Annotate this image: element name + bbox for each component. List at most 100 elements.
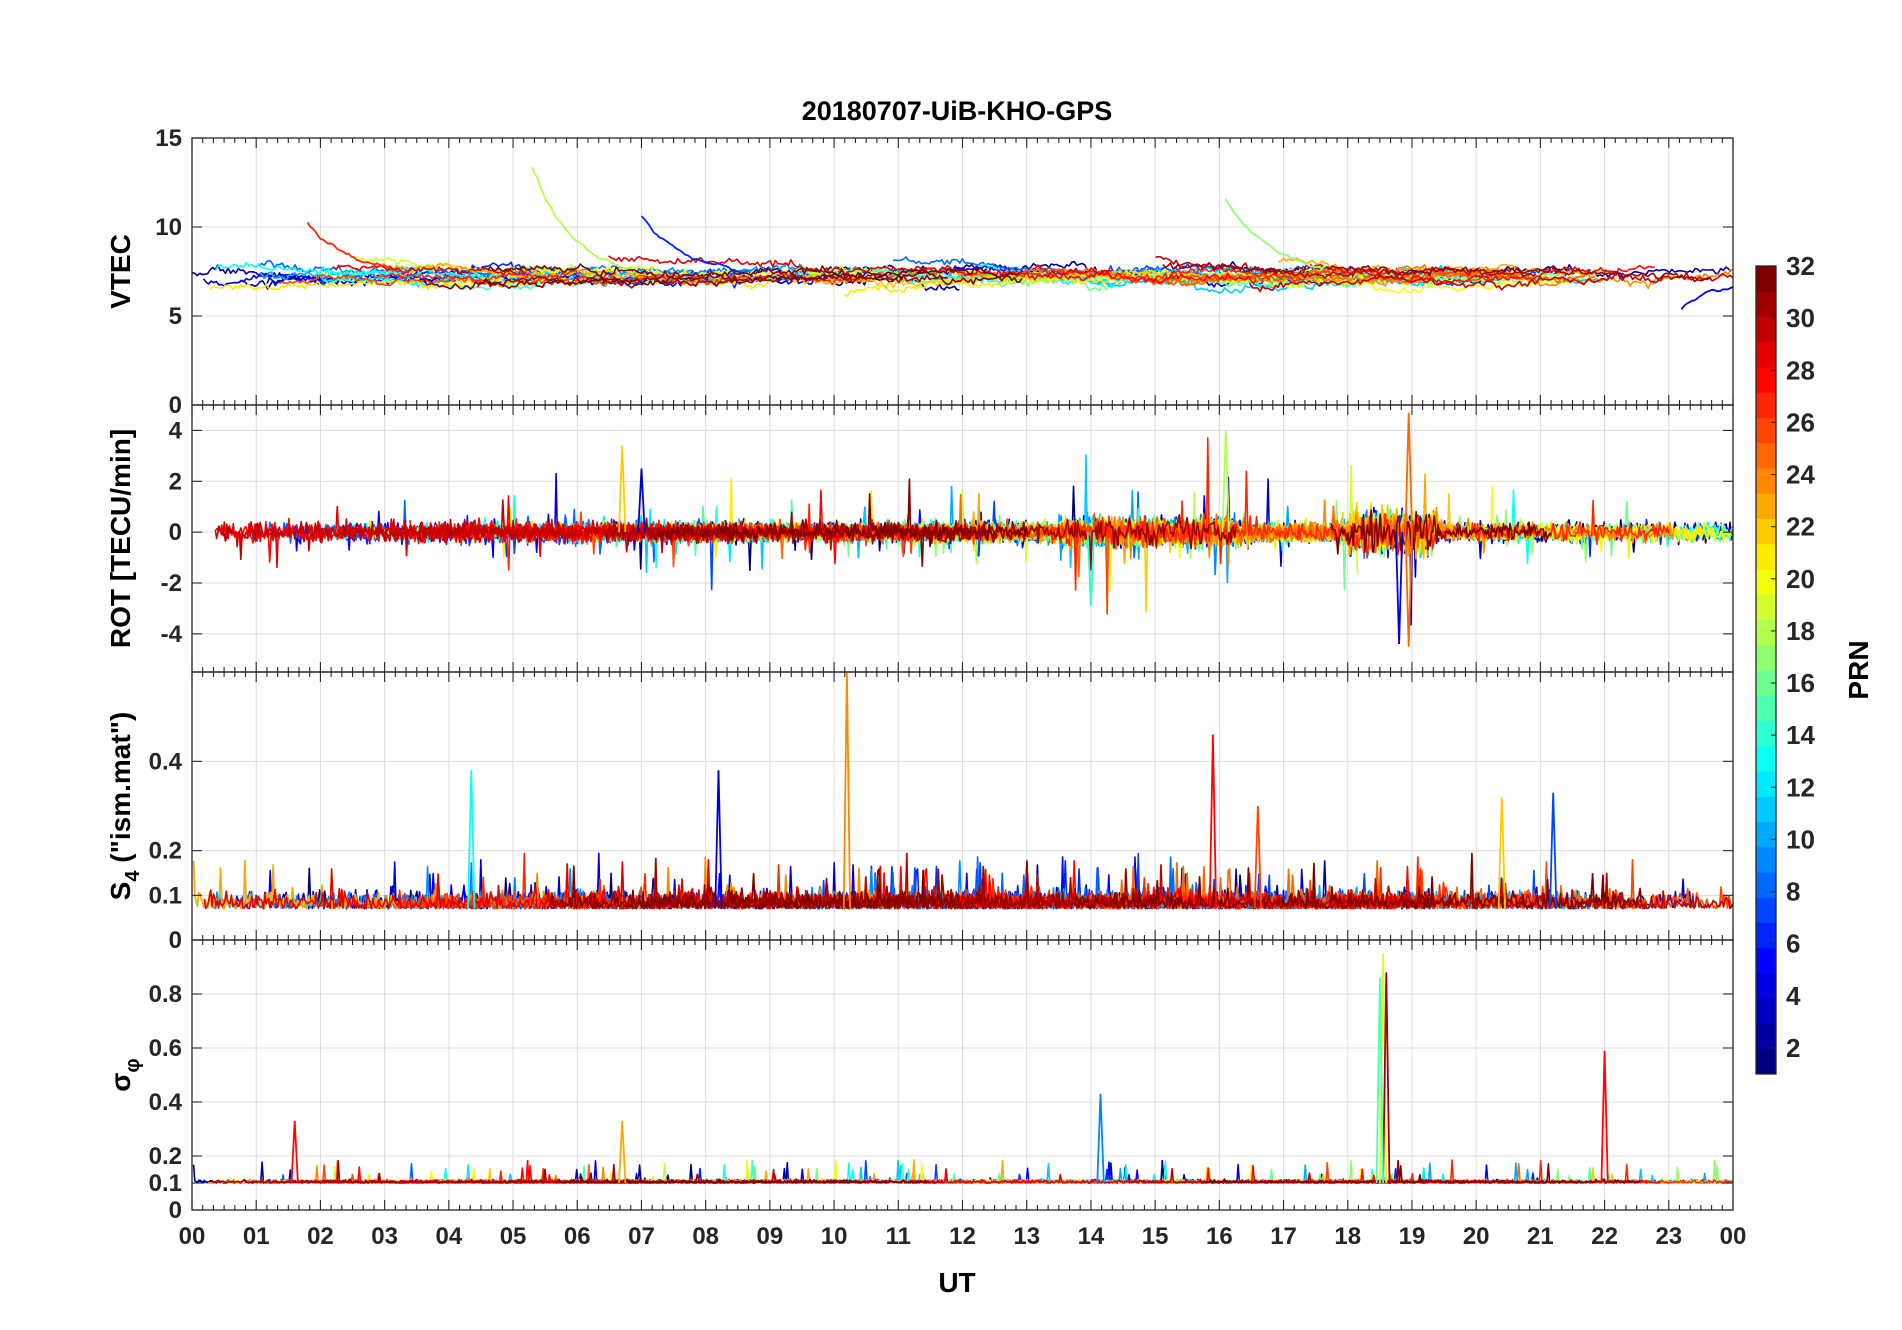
colorbar-segment — [1756, 821, 1776, 848]
series-prn-32 — [1071, 852, 1645, 910]
series-prn-32 — [1330, 509, 1552, 555]
feature-rot-5 — [1404, 532, 1413, 647]
panel-vtec: 0 5 10 15 VTEC — [105, 125, 1734, 419]
colorbar-tick-label: 4 — [1786, 981, 1801, 1011]
colorbar-tick-label: 22 — [1786, 512, 1815, 542]
feature-rot-6 — [1395, 532, 1404, 645]
colorbar-segment — [1756, 1048, 1776, 1075]
series-prn-32 — [549, 865, 962, 910]
y-axis-label-rot: ROT [TECU/min] — [105, 429, 136, 648]
panel-rot: -4 -2 0 2 4 ROT [TECU/min] — [105, 404, 1734, 673]
y-axis-label-main: σ — [105, 1073, 136, 1092]
series-prn-22 — [805, 269, 1221, 290]
colorbar-tick-label: 16 — [1786, 668, 1815, 698]
y-tick-label: 15 — [155, 125, 182, 152]
y-tick-label: 4 — [169, 417, 183, 444]
colorbar-segment — [1756, 291, 1776, 317]
y-axis-label-sigma_phi: σφ — [105, 1058, 144, 1091]
feature-s4-6 — [1253, 805, 1262, 909]
colorbar-segment — [1756, 1023, 1776, 1050]
y-axis-label-s4: S4 ("ism.mat") — [105, 712, 144, 901]
feature-sigma_phi-5 — [290, 1120, 299, 1184]
series-prn-8 — [892, 256, 1164, 277]
series-prn-32 — [646, 478, 1029, 567]
series-prn-31 — [476, 273, 948, 289]
series-prn-24 — [1311, 263, 1733, 290]
colorbar-segment — [1756, 417, 1776, 444]
series-prn-31 — [604, 511, 998, 545]
y-tick-label: 0 — [169, 927, 182, 954]
y-tick-label: -4 — [161, 621, 183, 648]
colorbar-segment — [1756, 468, 1776, 494]
traces-s4 — [192, 672, 1733, 910]
x-tick-label: 19 — [1399, 1223, 1426, 1250]
feature-s4-2 — [467, 770, 476, 909]
feature-vtec-0 — [531, 167, 633, 271]
feature-vtec-4 — [1680, 285, 1733, 310]
x-tick-label: 11 — [886, 1223, 911, 1250]
y-axis-label-sub: φ — [122, 1058, 144, 1072]
x-tick-label: 05 — [500, 1223, 527, 1250]
series-prn-29 — [333, 264, 527, 276]
colorbar-segment — [1756, 518, 1776, 545]
y-tick-label: 10 — [155, 214, 182, 241]
feature-sigma_phi-0 — [1379, 953, 1388, 1184]
colorbar-tick-label: 14 — [1786, 720, 1815, 750]
x-tick-label: 17 — [1270, 1223, 1297, 1250]
y-axis-label-main: S — [105, 882, 136, 901]
feature-rot-0 — [618, 445, 627, 533]
x-tick-label: 09 — [757, 1223, 784, 1250]
colorbar-segment — [1756, 619, 1776, 646]
colorbar-segment — [1756, 973, 1776, 999]
feature-s4-5 — [1497, 797, 1506, 909]
colorbar-label: PRN — [1843, 640, 1874, 699]
colorbar-tick-label: 20 — [1786, 564, 1815, 594]
colorbar-segment — [1756, 644, 1776, 671]
colorbar-segment — [1756, 745, 1776, 772]
series-prn-31 — [884, 513, 1237, 571]
series-prn-20 — [1110, 268, 1561, 295]
y-tick-label: 0.6 — [149, 1035, 182, 1062]
series-prn-30 — [341, 518, 574, 544]
feature-sigma_phi-4 — [1096, 1093, 1105, 1184]
y-tick-label: 0.8 — [149, 981, 182, 1008]
feature-rot-1 — [637, 468, 646, 533]
colorbar-tick-label: 10 — [1786, 824, 1815, 854]
colorbar-segment — [1756, 796, 1776, 822]
series-prn-32 — [421, 265, 1021, 290]
y-tick-label: 0 — [169, 392, 182, 419]
feature-s4-0 — [842, 672, 851, 909]
x-tick-label: 13 — [1013, 1223, 1040, 1250]
feature-sigma_phi-3 — [1600, 1050, 1609, 1184]
x-tick-label: 23 — [1655, 1223, 1682, 1250]
x-tick-label: 10 — [821, 1223, 848, 1250]
series-prn-31 — [1162, 261, 1711, 283]
chart-title: 20180707-UiB-KHO-GPS — [802, 96, 1113, 126]
y-tick-label: 0.1 — [149, 1170, 182, 1197]
series-prn-20 — [443, 264, 878, 287]
y-axis-label-rest: ("ism.mat") — [105, 712, 136, 871]
series-prn-14 — [314, 266, 608, 283]
colorbar-segment — [1756, 594, 1776, 620]
feature-rot-4 — [1404, 412, 1413, 533]
series-prn-32 — [487, 263, 1023, 286]
series-prn-29 — [269, 1178, 662, 1184]
colorbar-segment — [1756, 543, 1776, 570]
x-tick-label: 04 — [435, 1223, 462, 1250]
series-prn-31 — [210, 1160, 549, 1184]
panel-s4: 00.10.20.4S4 ("ism.mat") — [105, 671, 1734, 954]
colorbar-tick-label: 6 — [1786, 929, 1800, 959]
traces-vtec — [192, 167, 1733, 310]
colorbar-tick-label: 18 — [1786, 616, 1815, 646]
series-prn-27 — [1005, 266, 1304, 283]
x-tick-label: 16 — [1206, 1223, 1233, 1250]
colorbar-tick-label: 2 — [1786, 1033, 1800, 1063]
traces-rot — [214, 412, 1733, 647]
y-tick-label: -2 — [161, 570, 182, 597]
feature-s4-4 — [1549, 792, 1558, 909]
series-prn-30 — [215, 499, 732, 561]
colorbar-tick-label: 28 — [1786, 355, 1815, 385]
y-tick-label: 0 — [169, 1197, 182, 1224]
colorbar-segment — [1756, 947, 1776, 974]
